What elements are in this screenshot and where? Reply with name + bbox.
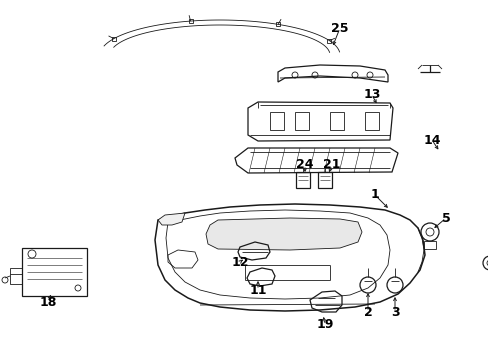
Polygon shape <box>158 213 184 225</box>
Text: 21: 21 <box>323 158 340 171</box>
Text: 11: 11 <box>249 284 266 297</box>
Text: 24: 24 <box>296 158 313 171</box>
Bar <box>276 22 280 26</box>
Text: 19: 19 <box>316 319 333 332</box>
Bar <box>10 268 22 284</box>
Text: 5: 5 <box>441 211 449 225</box>
Bar <box>317 172 331 188</box>
Bar <box>294 112 308 130</box>
Bar <box>327 39 331 42</box>
Bar <box>329 112 343 130</box>
Text: 14: 14 <box>423 134 440 147</box>
Text: 18: 18 <box>39 296 57 309</box>
Text: 2: 2 <box>363 306 372 319</box>
Bar <box>112 37 116 41</box>
Bar <box>188 19 192 23</box>
Bar <box>364 112 378 130</box>
Bar <box>22 248 87 296</box>
Text: 3: 3 <box>390 306 399 319</box>
Text: 12: 12 <box>231 256 248 269</box>
Bar <box>295 172 309 188</box>
Bar <box>423 241 435 249</box>
Bar <box>269 112 284 130</box>
Text: 25: 25 <box>330 22 348 35</box>
Polygon shape <box>205 218 361 250</box>
Text: 1: 1 <box>370 189 379 202</box>
Text: 13: 13 <box>363 89 380 102</box>
